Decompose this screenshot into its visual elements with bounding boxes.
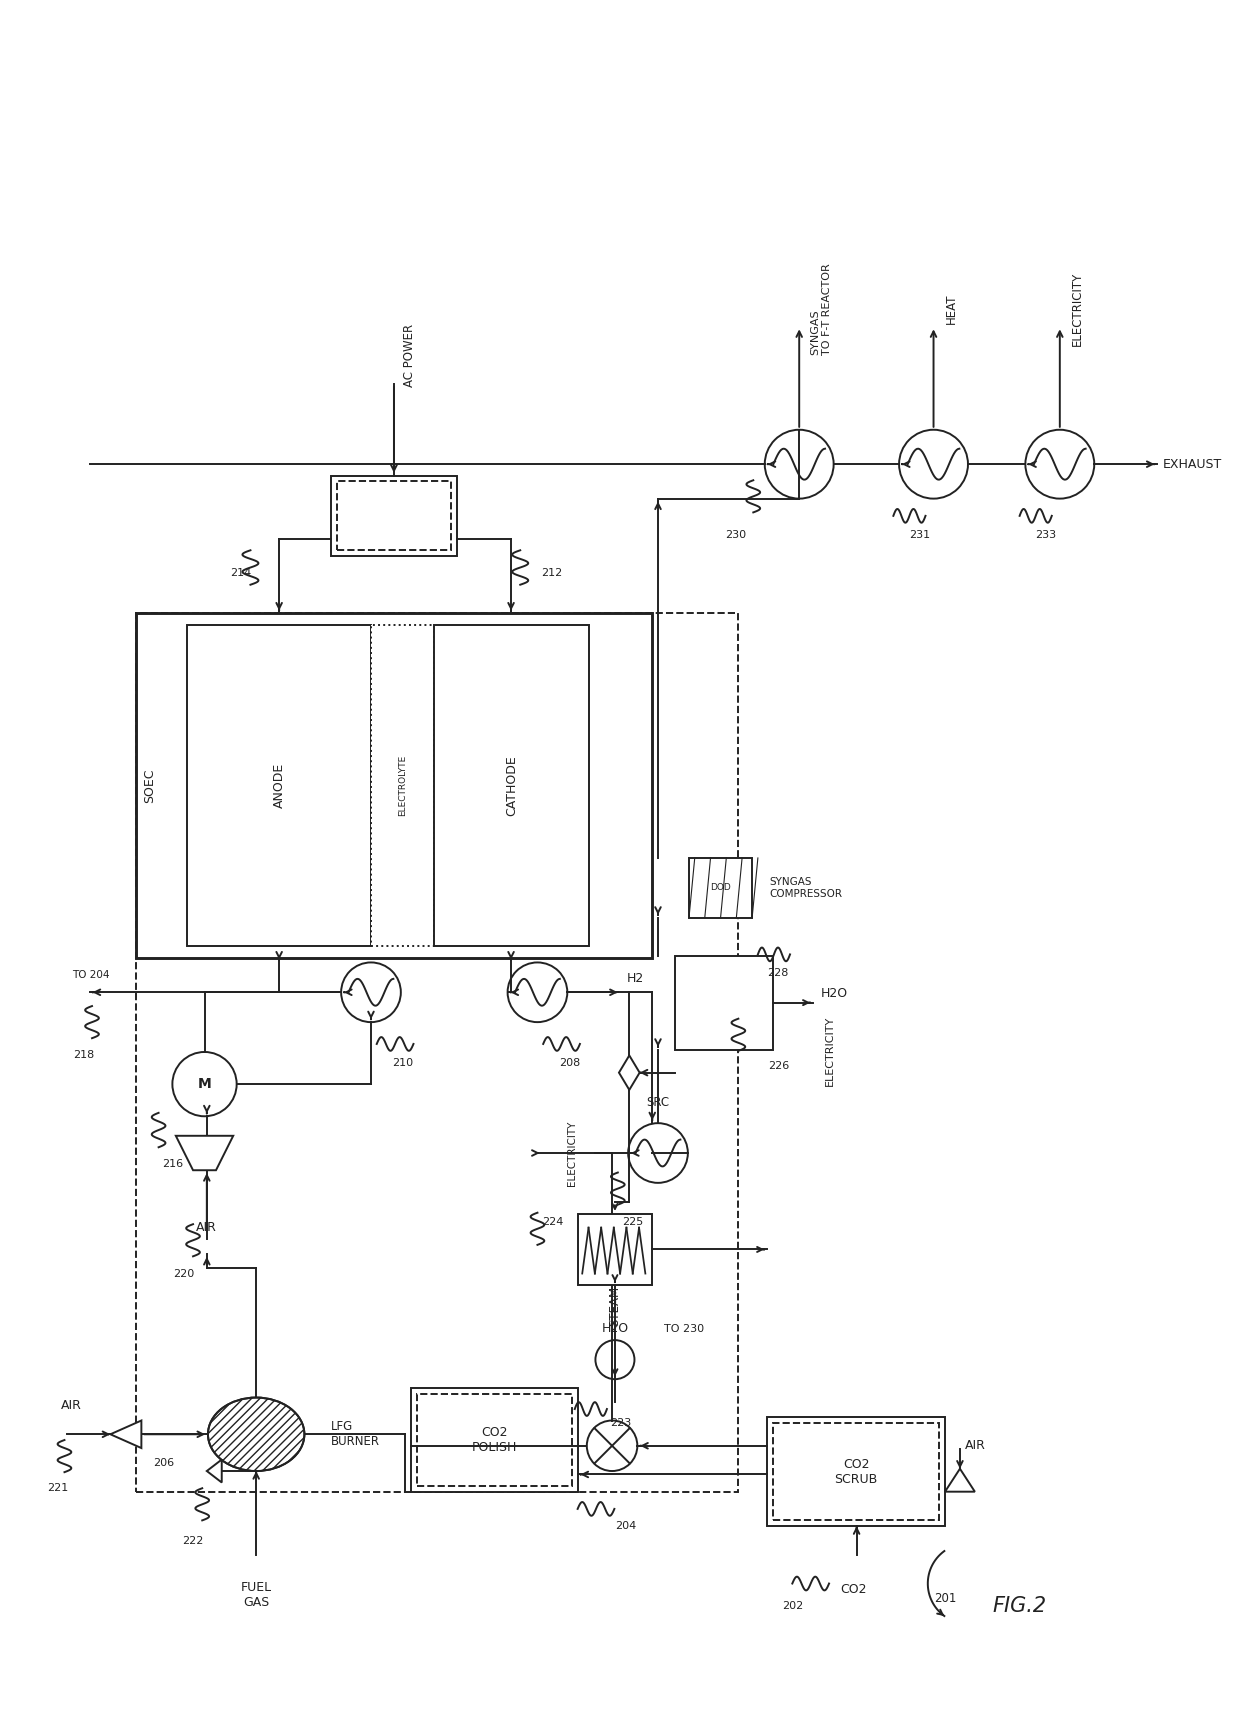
Text: M: M [197,1077,211,1091]
Text: 214: 214 [229,568,250,578]
FancyBboxPatch shape [768,1417,945,1526]
FancyBboxPatch shape [689,857,753,918]
Text: 225: 225 [622,1218,644,1226]
Text: SYNGAS
TO F-T REACTOR: SYNGAS TO F-T REACTOR [811,263,832,355]
Text: H2O: H2O [821,987,848,999]
Text: AIR: AIR [61,1399,82,1412]
Text: 212: 212 [541,568,562,578]
FancyBboxPatch shape [371,625,434,946]
FancyBboxPatch shape [187,625,371,946]
Text: 202: 202 [781,1602,804,1611]
Text: AIR: AIR [196,1221,217,1235]
Circle shape [765,430,833,499]
Text: DOD: DOD [711,883,730,892]
Text: ANODE: ANODE [273,764,285,809]
Polygon shape [176,1136,233,1171]
Text: 233: 233 [1035,530,1056,540]
Text: CATHODE: CATHODE [505,755,518,816]
Text: 216: 216 [161,1159,184,1169]
Text: ELECTROLYTE: ELECTROLYTE [398,755,407,816]
Text: 231: 231 [909,530,930,540]
Text: TO 230: TO 230 [663,1323,704,1334]
Polygon shape [945,1469,975,1491]
Text: ELECTRICITY: ELECTRICITY [825,1015,836,1086]
FancyBboxPatch shape [412,1389,578,1491]
Text: 208: 208 [559,1058,580,1069]
Text: CO2
POLISH: CO2 POLISH [471,1425,517,1455]
Text: 224: 224 [542,1218,563,1226]
Text: SRC: SRC [646,1096,670,1108]
Circle shape [587,1420,637,1470]
Text: SOEC: SOEC [143,769,156,804]
Polygon shape [110,1420,141,1448]
Text: HEAT: HEAT [945,294,959,324]
Text: 222: 222 [182,1536,203,1547]
Text: 204: 204 [615,1521,636,1531]
Circle shape [629,1122,688,1183]
Text: CO2: CO2 [839,1583,867,1595]
Text: 210: 210 [393,1058,414,1069]
Polygon shape [619,1055,640,1089]
FancyBboxPatch shape [135,613,652,958]
Text: 218: 218 [73,1050,94,1060]
Circle shape [1025,430,1094,499]
Text: STEAM: STEAM [609,1285,621,1325]
Text: ELECTRICITY: ELECTRICITY [567,1121,577,1186]
Text: EXHAUST: EXHAUST [1163,457,1223,471]
Text: TO 204: TO 204 [72,970,110,980]
Text: 206: 206 [153,1458,174,1469]
Text: AIR: AIR [965,1439,986,1451]
Ellipse shape [208,1398,304,1470]
FancyBboxPatch shape [676,956,773,1050]
Text: H2: H2 [627,972,645,986]
Text: 201: 201 [934,1592,956,1606]
Text: AC POWER: AC POWER [403,324,417,386]
Text: FUEL
GAS: FUEL GAS [241,1581,272,1609]
Text: SYNGAS
COMPRESSOR: SYNGAS COMPRESSOR [769,876,842,899]
FancyBboxPatch shape [578,1214,652,1285]
Text: ELECTRICITY: ELECTRICITY [1071,272,1084,346]
FancyBboxPatch shape [434,625,589,946]
Text: H2O: H2O [601,1322,629,1335]
Polygon shape [207,1460,222,1483]
Text: 226: 226 [768,1060,789,1070]
Text: CO2
SCRUB: CO2 SCRUB [835,1458,878,1486]
Text: FIG.2: FIG.2 [992,1597,1047,1616]
FancyBboxPatch shape [331,476,458,556]
Text: 230: 230 [725,530,746,540]
Text: 223: 223 [610,1419,631,1427]
Circle shape [507,963,568,1022]
Circle shape [172,1051,237,1117]
Text: 220: 220 [174,1268,195,1278]
Circle shape [341,963,401,1022]
Text: 221: 221 [47,1483,68,1493]
Text: LFG
BURNER: LFG BURNER [331,1420,379,1448]
Text: 228: 228 [766,968,789,979]
Circle shape [899,430,968,499]
